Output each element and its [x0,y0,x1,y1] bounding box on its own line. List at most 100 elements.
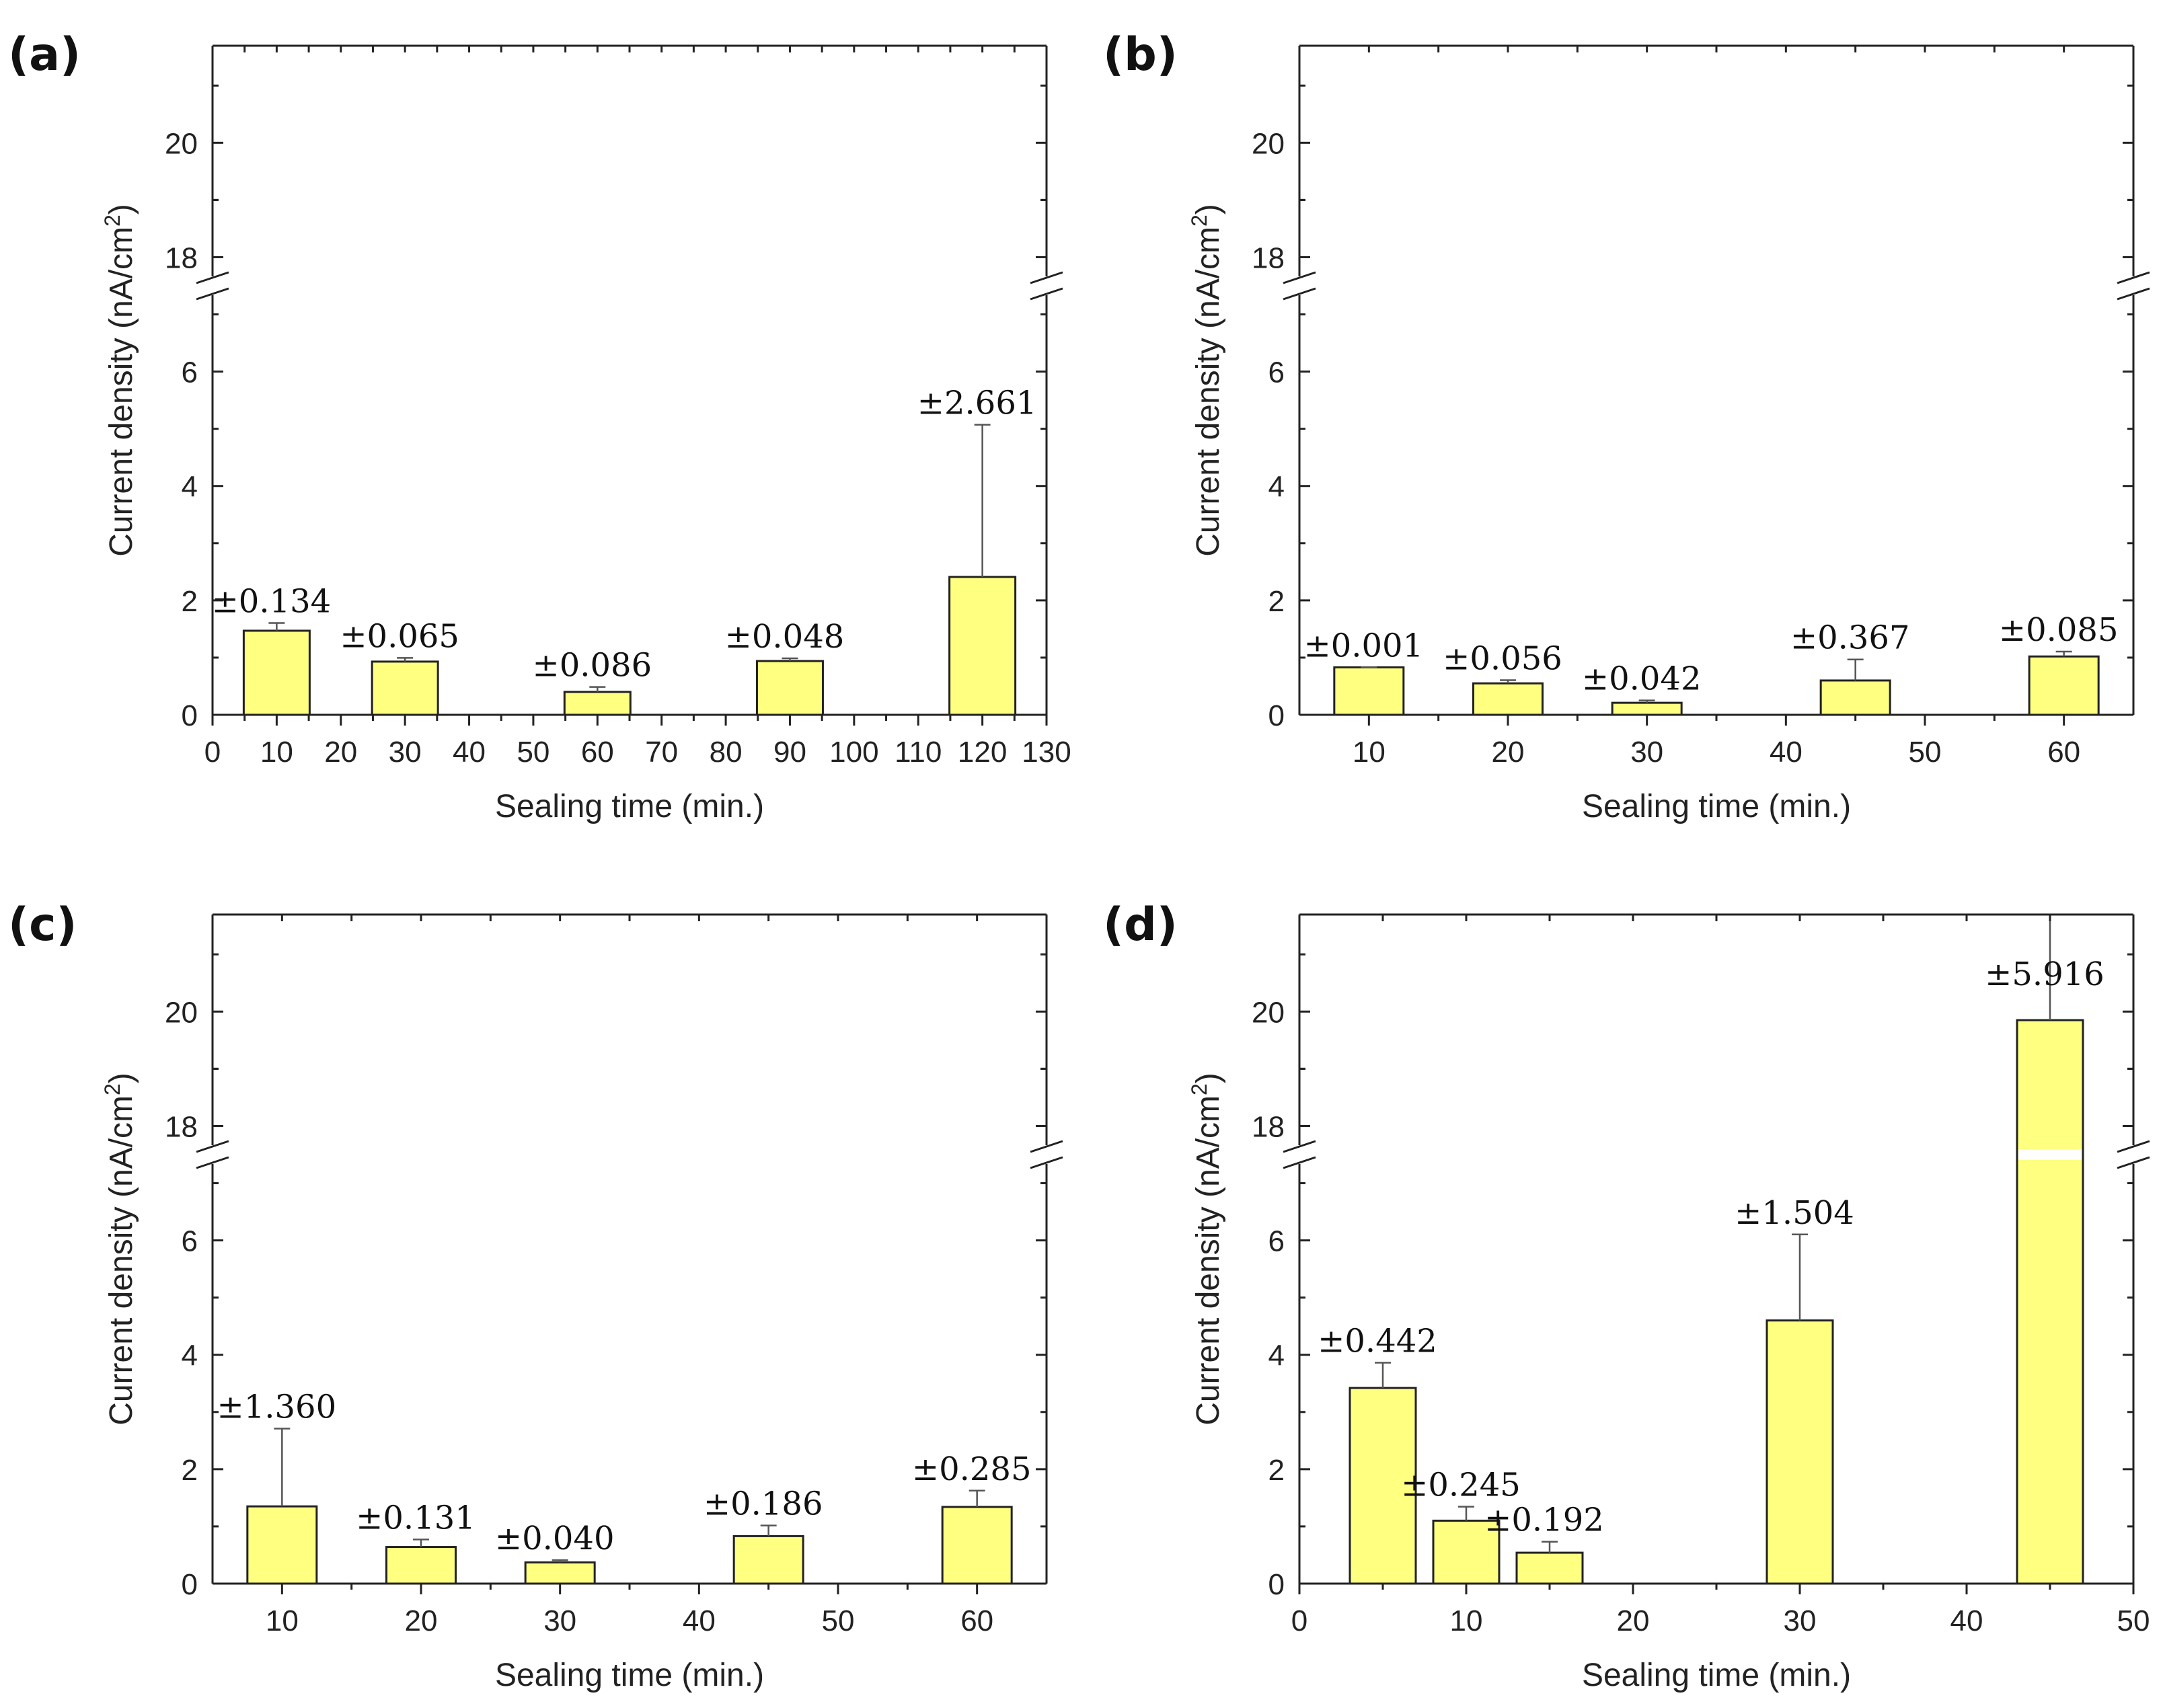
y-axis-title-text: Current density (nA/cm [1190,227,1226,557]
y-tick-label: 18 [165,241,198,274]
x-tick-label: 40 [1950,1604,1983,1637]
axis-break-mark [1283,287,1316,301]
axis-break-mark [1030,287,1063,301]
panel-label: (d) [1103,898,1178,952]
error-label: ±0.048 [725,618,845,656]
x-tick-label: 20 [324,736,357,769]
y-axis-title: Current density (nA/cm2) [100,1073,139,1426]
x-axis-title: Sealing time (min.) [495,1658,764,1693]
x-tick-label: 40 [453,736,486,769]
error-label: ±0.367 [1790,619,1910,657]
y-tick-label: 18 [1252,241,1285,274]
y-tick-label: 4 [1268,1340,1285,1372]
error-label: ±0.134 [212,583,332,621]
y-tick-label: 2 [182,585,198,618]
y-tick-label: 6 [1268,1225,1285,1258]
x-tick-label: 50 [517,736,549,769]
y-axis-title: Current density (nA/cm2) [1187,204,1226,557]
y-tick-label: 20 [1252,127,1285,160]
bar [1432,1519,1501,1585]
bar [563,691,632,716]
y-tick-label: 0 [1268,699,1285,732]
error-label: ±0.131 [356,1499,476,1537]
x-tick-label: 50 [2117,1604,2150,1637]
y-tick-label: 18 [165,1110,198,1143]
error-label: ±0.086 [532,647,652,685]
axis-break-mark [2117,1156,2150,1169]
x-tick-label: 50 [822,1604,855,1637]
y-tick-label: 4 [1268,471,1285,504]
error-label: ±0.085 [1999,611,2119,649]
y-tick-label: 20 [1252,996,1285,1029]
axis-break-mark [196,271,229,284]
x-tick-label: 130 [1022,736,1071,769]
y-axis-title: Current density (nA/cm2) [100,204,139,557]
bar [242,629,311,716]
x-tick-label: 30 [389,736,422,769]
axis-break-mark [1283,1140,1316,1153]
error-label: ±2.661 [917,385,1037,422]
x-tick-label: 60 [2047,736,2080,769]
y-tick-label: 6 [182,356,198,389]
y-tick-label: 4 [182,471,198,504]
axis-break-mark [1283,271,1316,284]
y-axis-title-superscript: 2 [100,215,124,227]
bar [1515,1551,1584,1585]
panel-label: (a) [8,28,81,81]
error-label: ±0.001 [1304,627,1424,664]
bar [732,1535,804,1585]
bar-break-gap [2018,1149,2082,1160]
y-axis-title-superscript: 2 [1187,1083,1211,1095]
y-tick-label: 20 [165,127,198,160]
error-label: ±0.186 [704,1485,823,1523]
x-tick-label: 70 [645,736,678,769]
x-tick-label: 30 [1784,1604,1817,1637]
axis-break-mark [1030,1140,1063,1153]
y-tick-label: 0 [1268,1568,1285,1601]
axis-break-mark [196,287,229,301]
panel-label: (c) [8,898,77,952]
chart-panel-d: (d) ±0.442 ±0.245±0.192 ±1.504 ±5.916 0 2 4 6 18 2… [1103,898,2150,1693]
bar [755,660,824,716]
y-tick-label: 6 [1268,356,1285,389]
chart-panel-c: (c) ±1.360 ±0.131 ±0.040 ±0.186 ±0.285 0 2 4 6 18 2… [8,898,1063,1693]
bar [1349,1387,1417,1585]
error-label: ±5.916 [1985,956,2104,993]
panel-label: (b) [1103,28,1178,81]
x-tick-label: 40 [683,1604,716,1637]
x-tick-label: 40 [1770,736,1802,769]
error-label: ±0.065 [340,617,459,655]
x-axis-title: Sealing time (min.) [1582,1658,1851,1693]
x-tick-label: 10 [1353,736,1386,769]
bar [385,1546,457,1585]
bar [941,1506,1013,1585]
axis-break-mark [196,1140,229,1153]
chart-panel-b: (b) ±0.001 ±0.056 ±0.042 ±0.367 ±0.085 0 2 4 6 18 2… [1103,28,2150,824]
bar [948,576,1017,716]
error-label: ±0.056 [1443,639,1562,677]
y-axis-title-superscript: 2 [100,1083,124,1095]
bar [2016,1019,2084,1585]
axis-break-mark [1283,1156,1316,1169]
x-tick-label: 50 [1909,736,1942,769]
bar [246,1505,318,1585]
bar [524,1561,596,1585]
y-axis-title-superscript: 2 [1187,215,1211,227]
y-axis-title: Current density (nA/cm2) [1187,1073,1226,1426]
bar [1611,701,1683,716]
y-axis-title-text: Current density (nA/cm [104,227,139,557]
axis-break-mark [2117,1140,2150,1153]
error-label: ±0.192 [1484,1502,1604,1539]
y-axis-title-end: ) [1190,1073,1226,1083]
x-tick-label: 0 [1291,1604,1307,1637]
x-tick-label: 0 [204,736,221,769]
bar [2028,655,2100,716]
x-tick-label: 20 [1492,736,1525,769]
x-tick-label: 60 [960,1604,993,1637]
axis-break-mark [2117,271,2150,284]
bar [1472,682,1544,716]
x-tick-label: 10 [260,736,293,769]
x-tick-label: 110 [895,736,942,769]
x-tick-label: 90 [773,736,806,769]
x-axis-title: Sealing time (min.) [495,789,764,824]
